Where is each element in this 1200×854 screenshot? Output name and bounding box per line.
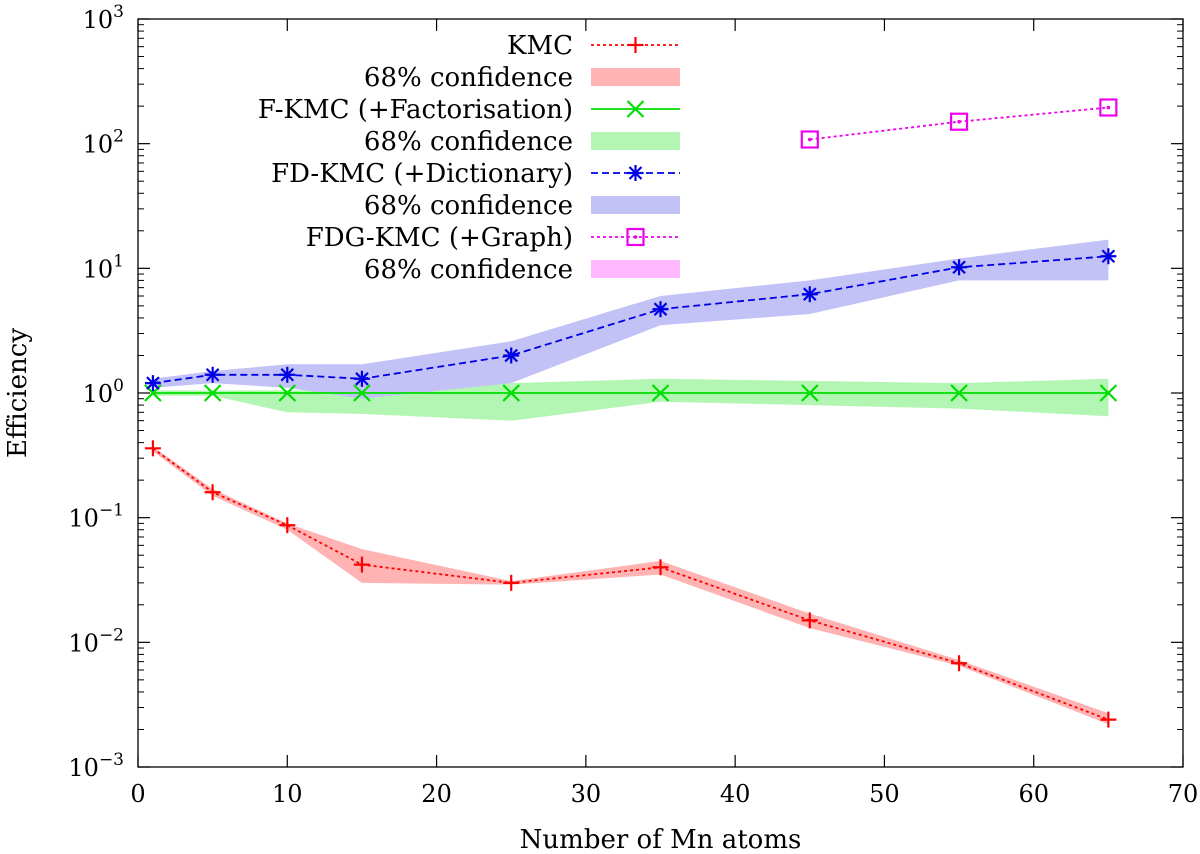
legend-marker bbox=[626, 100, 645, 118]
x-tick-label: 30 bbox=[571, 780, 602, 808]
f-kmc-factorisation-point bbox=[203, 384, 222, 402]
kmc-point bbox=[951, 655, 968, 672]
fd-kmc-dictionary-point bbox=[503, 347, 520, 364]
fdg-kmc-graph-point bbox=[949, 112, 969, 131]
legend-band-swatch bbox=[591, 68, 680, 86]
f-kmc-factorisation-point bbox=[801, 384, 819, 402]
legend-label: FD-KMC (+Dictionary) bbox=[271, 159, 573, 189]
f-kmc-factorisation-point bbox=[353, 384, 371, 402]
x-tick-label: 10 bbox=[272, 780, 303, 808]
x-tick-label: 0 bbox=[130, 780, 145, 808]
x-tick-label: 50 bbox=[869, 780, 900, 808]
x-tick-label: 60 bbox=[1018, 780, 1049, 808]
y-tick-label: 10−2 bbox=[68, 625, 124, 657]
kmc-point bbox=[652, 559, 669, 576]
legend-label: FDG-KMC (+Graph) bbox=[306, 223, 573, 253]
legend-label: 68% confidence bbox=[364, 255, 573, 285]
axes: 0 10 20 30 40 50 60 70 10−3 10−2 10−1 100 101 102 103 bbox=[68, 2, 1198, 808]
confidence-bands bbox=[152, 239, 1109, 725]
f-kmc-factorisation-point bbox=[278, 384, 297, 402]
x-tick-label: 70 bbox=[1168, 780, 1199, 808]
fd-kmc-dictionary-point bbox=[353, 370, 370, 387]
legend-band-swatch bbox=[591, 132, 680, 150]
kmc-point bbox=[204, 484, 221, 501]
legend-band-swatch bbox=[591, 260, 680, 278]
fdg-kmc-graph-point bbox=[800, 130, 819, 149]
kmc-point bbox=[503, 574, 520, 591]
fd-kmc-dictionary-point bbox=[1100, 248, 1117, 265]
kmc-point bbox=[1100, 711, 1117, 728]
kmc-confidence-band bbox=[152, 446, 1109, 725]
fd-kmc-dictionary-point bbox=[652, 301, 669, 318]
legend-label: F-KMC (+Factorisation) bbox=[258, 95, 573, 125]
y-tick-label: 100 bbox=[83, 376, 124, 408]
legend-marker bbox=[627, 37, 644, 53]
legend-label: KMC bbox=[507, 31, 573, 61]
fd-kmc-dictionary-point bbox=[801, 286, 818, 303]
x-tick-label: 40 bbox=[720, 780, 751, 808]
kmc-point bbox=[801, 612, 818, 629]
y-tick-label: 10−3 bbox=[68, 750, 124, 782]
kmc-line bbox=[152, 447, 1109, 721]
fd-kmc-dictionary-point bbox=[144, 375, 161, 392]
x-tick-label: 20 bbox=[421, 780, 452, 808]
x-axis-label: Number of Mn atoms bbox=[520, 825, 802, 854]
y-tick-label: 103 bbox=[83, 2, 124, 34]
kmc-point bbox=[353, 556, 370, 573]
legend-label: 68% confidence bbox=[364, 191, 573, 221]
legend-label: 68% confidence bbox=[364, 63, 573, 93]
y-tick-label: 10−1 bbox=[68, 501, 124, 533]
kmc-point bbox=[279, 517, 296, 534]
y-tick-label: 101 bbox=[83, 251, 124, 283]
kmc-point bbox=[144, 440, 161, 457]
legend-label: 68% confidence bbox=[364, 127, 573, 157]
legend-marker bbox=[626, 227, 645, 247]
fd-kmc-dictionary-point bbox=[279, 366, 296, 383]
y-axis-label: Efficiency bbox=[3, 328, 33, 458]
fd-kmc-dictionary-point bbox=[951, 259, 968, 276]
fdg-kmc-graph-point bbox=[1099, 98, 1118, 117]
f-kmc-factorisation-point bbox=[651, 384, 670, 402]
series-markers bbox=[144, 98, 1118, 728]
legend-marker bbox=[627, 165, 644, 181]
fd-kmc-dictionary-point bbox=[204, 366, 221, 383]
legend-band-swatch bbox=[591, 196, 680, 214]
y-tick-label: 102 bbox=[83, 127, 124, 159]
f-kmc-factorisation-point bbox=[950, 384, 968, 402]
f-kmc-factorisation-point bbox=[1099, 384, 1118, 402]
f-kmc-factorisation-point bbox=[502, 384, 520, 402]
